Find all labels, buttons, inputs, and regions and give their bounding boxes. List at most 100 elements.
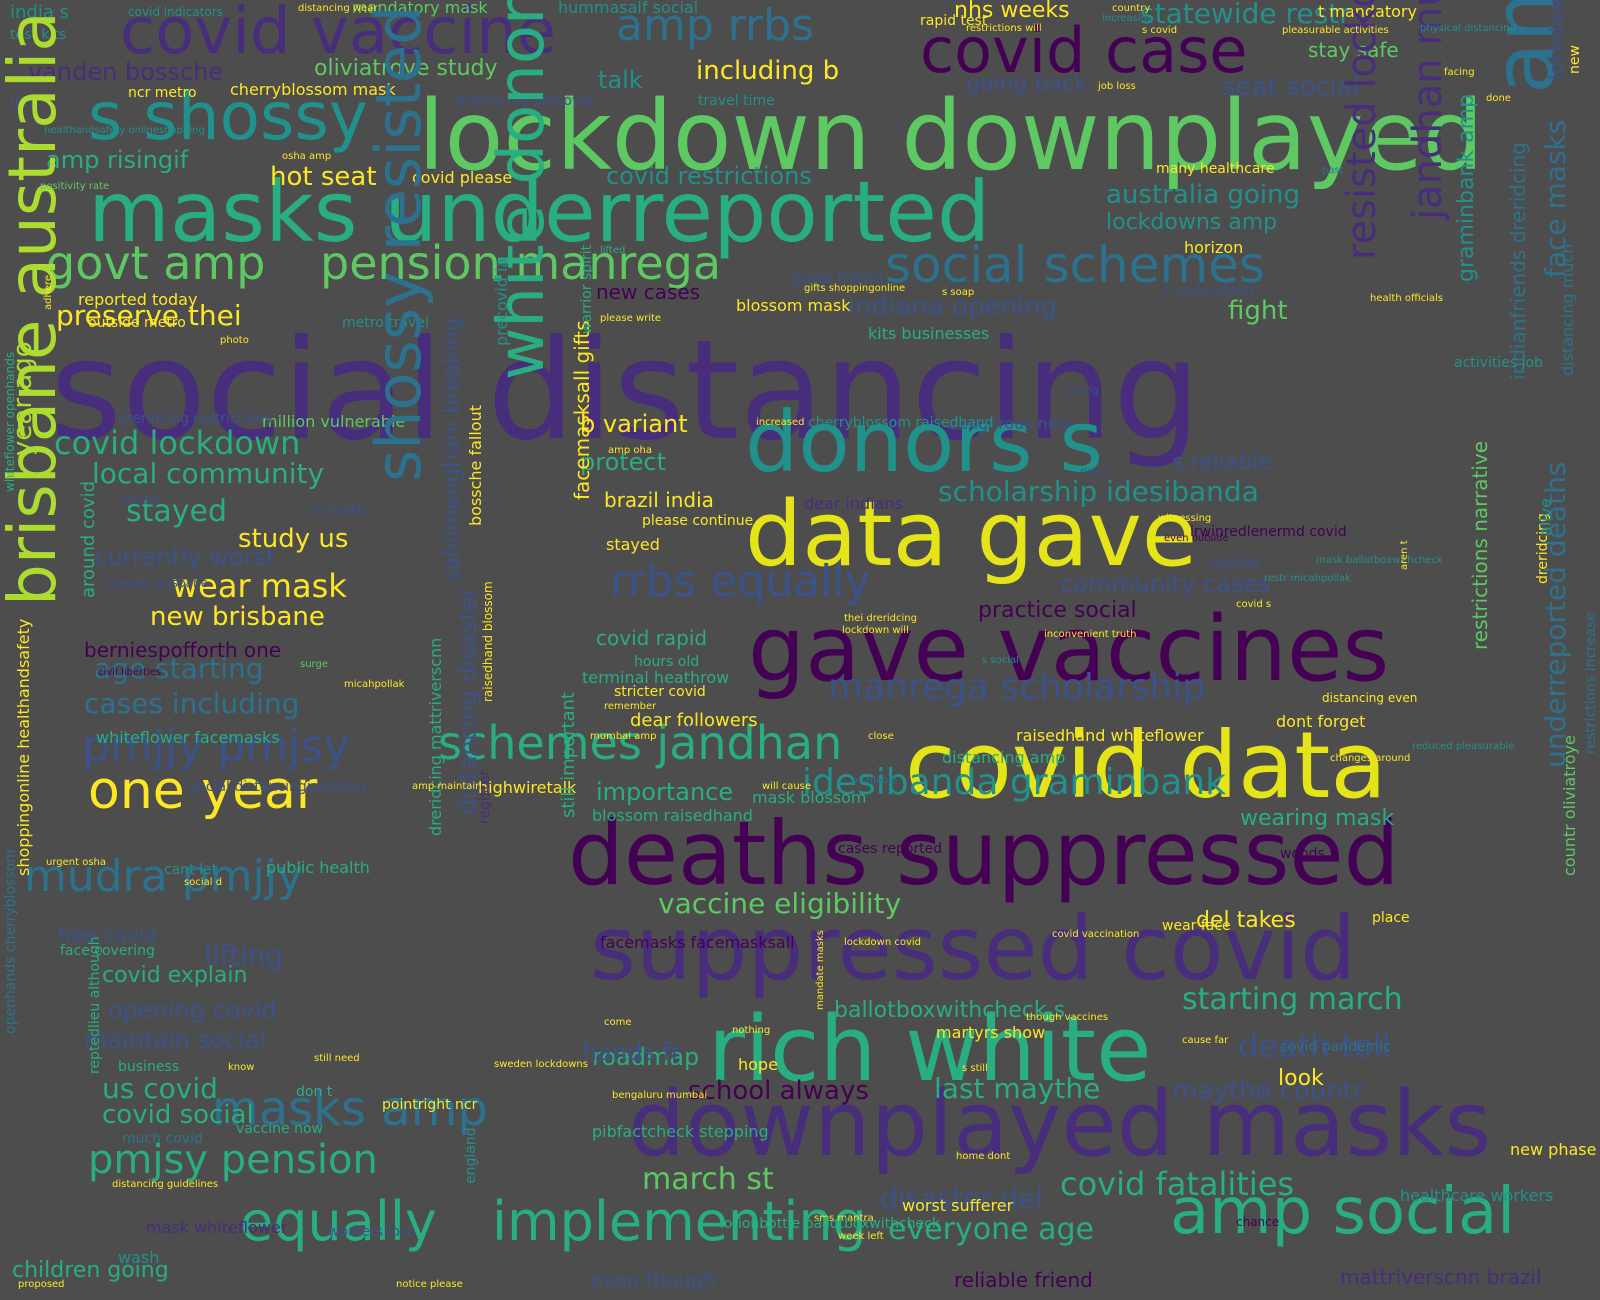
word-covid-vaccine: covid vaccine	[120, 0, 557, 69]
word-m-mask: m mask	[310, 503, 366, 519]
word-test-kits: test kits	[10, 27, 67, 43]
word-health-officials: health officials	[1370, 293, 1444, 304]
word-schemes-jandhan: schemes jandhan	[438, 716, 843, 770]
word-ncr-metro: ncr metro	[128, 85, 197, 101]
word-distancing-precovid: distancing precovid	[456, 93, 594, 109]
word-protect: protect	[580, 448, 667, 476]
word-new-cases: new cases	[596, 280, 701, 304]
word-lockdown-restriction: lockdown restriction	[1544, 0, 1568, 80]
word-maintain-social: maintain social	[84, 1026, 267, 1054]
word-dear-indians: dear indians	[804, 494, 903, 513]
word-death-toll: death toll	[1238, 1027, 1391, 1065]
word-outside-metro: outside metro	[88, 315, 186, 331]
word-million-vulnerable: million vulnerable	[262, 412, 406, 431]
word-covid-pandemic: covid pandemic	[1280, 1039, 1391, 1055]
word-face-covering: face covering	[60, 943, 155, 959]
word-restrictions-increase: restrictions increase	[1583, 612, 1599, 754]
word-distancing-wear: distancing wear	[298, 3, 378, 14]
word-amp-rrbs: amp rrbs	[616, 0, 814, 51]
word-free-covid: free covid	[58, 923, 158, 947]
word-wear-mask: wear mask	[172, 567, 347, 605]
word-kits-businesses: kits businesses	[868, 324, 990, 343]
word-facemasks-facemasksall: facemasks facemasksall	[600, 933, 795, 952]
word-wash: wash	[118, 1248, 160, 1267]
word-school-always: school always	[688, 1076, 869, 1106]
word-distancing-much: distancing much	[1558, 243, 1577, 376]
word-s-covid: s covid	[1142, 25, 1178, 36]
word-public-health: public health	[266, 858, 370, 877]
word-distancing-amp: distancing amp	[942, 748, 1066, 767]
word-cases-reported: cases reported	[838, 841, 943, 857]
word-including-b: including b	[696, 56, 840, 86]
word-v: v	[682, 716, 692, 735]
word-s-still: s still	[962, 1063, 988, 1074]
word-downplayed-masks: downplayed masks	[628, 1072, 1492, 1177]
word-micahpollak: micahpollak	[344, 679, 405, 690]
word-equally: equally	[240, 1190, 437, 1253]
word-lifting: lifting	[204, 939, 284, 972]
word-nhs-weeks: nhs weeks	[954, 0, 1070, 23]
word-aren-t: aren t	[1399, 540, 1410, 570]
word-manrega-scholarship: manrega scholarship	[828, 667, 1206, 708]
word-alive: alive	[1536, 497, 1555, 536]
word-statewide-restr: statewide restr	[1140, 0, 1351, 30]
word-brisbane-australia: brisbane australia	[0, 11, 71, 606]
word-new-phase: new phase	[1510, 1140, 1597, 1159]
word-opening-covid: opening covid	[108, 996, 277, 1024]
word-stayed: stayed	[126, 494, 228, 529]
word-b-variant: b variant	[580, 410, 688, 438]
word-increasing: increasing	[1102, 13, 1154, 24]
word-lockdown-covid: lockdown covid	[844, 937, 922, 948]
word-lifted: lifted	[600, 245, 626, 256]
word-horizon: horizon	[1184, 238, 1244, 257]
word-dear-followers: dear followers	[630, 710, 758, 731]
word-mudra-pmjjy: mudra pmjjy	[24, 851, 303, 902]
word-lockdown-downplayed: lockdown downplayed	[418, 80, 1484, 192]
word-nothing: nothing	[732, 1025, 771, 1036]
word-mask-whiteflower: mask whiteflower	[146, 1218, 288, 1237]
word-terminal-heathrow: terminal heathrow	[582, 668, 730, 687]
word-rapid-test: rapid test	[920, 13, 988, 29]
word-pmjjy-pmjsy: pmjjy pmjsy	[82, 721, 350, 772]
word-pointright-ncr: pointright ncr	[382, 1097, 478, 1113]
word-cherryblossom-raisedhand: cherryblossom raisedhand	[808, 415, 994, 431]
word-t-mandatory: t mandatory	[1318, 2, 1417, 21]
word-going-back: going back	[966, 72, 1087, 97]
word-hope: hope	[738, 1055, 778, 1074]
word-indianfriends-dreridcing: indianfriends dreridcing	[1506, 142, 1530, 380]
word-chance: chance	[1236, 1215, 1280, 1229]
word-restr-micahpollak: restr micahpollak	[1264, 573, 1351, 584]
word-amp-maintain: amp maintain	[412, 781, 482, 792]
word-business: business	[118, 1059, 180, 1075]
word-rrbs-equally: rrbs equally	[610, 556, 871, 607]
word-stricter-covid: stricter covid	[614, 684, 706, 700]
word-dont-forget: dont forget	[1276, 712, 1366, 731]
word-spread: spread	[1212, 555, 1260, 571]
word-travel-time: travel time	[698, 93, 775, 109]
word-graminbank-amp: graminbank amp	[1454, 94, 1479, 282]
word-still-important: still important	[558, 691, 579, 818]
word-lockdowns-amp: lockdowns amp	[1106, 210, 1278, 235]
word-social-distancing: social distancing	[50, 310, 1201, 471]
word-bengaluru-mumbai: bengaluru mumbai	[612, 1090, 708, 1101]
word-proposed: proposed	[18, 1279, 65, 1290]
word-covid-social: covid social	[102, 1100, 254, 1130]
word-even-though: even though	[590, 1268, 717, 1292]
word-dreridcing-restrictions: dreridcing restrictions	[118, 411, 272, 427]
word-amp-risingif: amp risingif	[46, 146, 189, 174]
word-healthandsafety-onlineshopping: healthandsafety onlineshopping	[44, 125, 205, 136]
word-will-cause: will cause	[762, 781, 812, 792]
word-still-need: still need	[314, 1053, 360, 1064]
word-deaths-suppressed: deaths suppressed	[568, 802, 1400, 905]
word-mumbai-amp: mumbai amp	[590, 731, 657, 742]
word-look: look	[1278, 1066, 1324, 1091]
word-last-maythe: last maythe	[934, 1072, 1101, 1105]
word-covid-case: covid case	[920, 14, 1248, 87]
word-inconvenient-truth: inconvenient truth	[1044, 629, 1137, 640]
word-reported-today: reported today	[78, 290, 198, 309]
word-amp-oha: amp oha	[608, 445, 652, 456]
word-many-healthcare: many healthcare	[1156, 161, 1275, 177]
word-disaster-del: disaster del	[880, 1182, 1044, 1215]
word-much-covid: much covid	[122, 1131, 203, 1147]
word-rising: rising	[1080, 467, 1108, 478]
